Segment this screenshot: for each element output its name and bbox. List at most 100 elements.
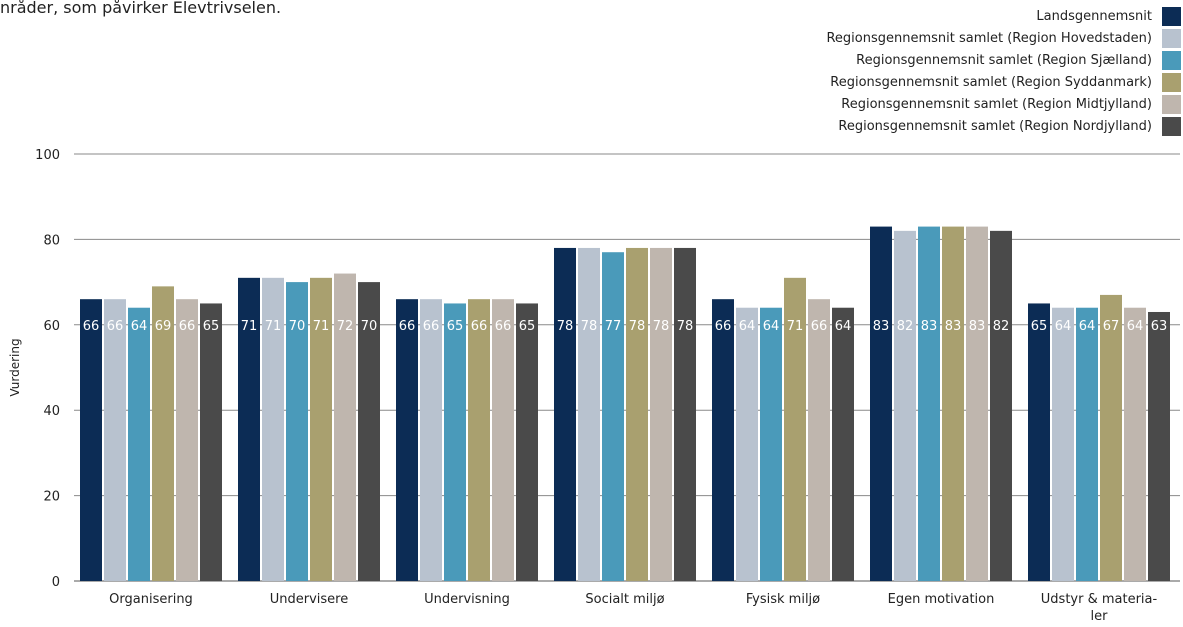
- bar-value-label: 64: [1127, 319, 1144, 334]
- intro-text: nråder, som påvirker Elevtrivselen.: [0, 0, 282, 17]
- bar: [808, 299, 830, 581]
- legend-swatch: [1162, 50, 1181, 70]
- bar-value-label: 78: [581, 319, 598, 334]
- y-tick-label: 80: [43, 233, 60, 248]
- bar-value-label: 64: [131, 319, 148, 334]
- x-category-label: Undervisere: [270, 592, 348, 607]
- bar-value-label: 65: [519, 319, 536, 334]
- legend-swatch: [1162, 116, 1181, 136]
- chart-legend: Landsgennemsnit Regionsgennemsnit samlet …: [826, 5, 1183, 137]
- bar: [358, 282, 380, 581]
- bar: [736, 307, 758, 581]
- bar: [396, 299, 418, 581]
- bar-value-label: 66: [179, 319, 196, 334]
- bar: [262, 277, 284, 581]
- bar-value-label: 72: [337, 319, 354, 334]
- bar-value-label: 67: [1103, 319, 1120, 334]
- bar: [832, 307, 854, 581]
- bar: [942, 226, 964, 581]
- legend-item: Regionsgennemsnit samlet (Region Sjællan…: [826, 49, 1183, 71]
- bar: [760, 307, 782, 581]
- bar-value-label: 83: [945, 319, 962, 334]
- bar: [286, 282, 308, 581]
- bar-value-label: 66: [423, 319, 440, 334]
- legend-swatch: [1162, 72, 1181, 92]
- bar: [870, 226, 892, 581]
- bar: [626, 247, 648, 581]
- legend-label: Landsgennemsnit: [1036, 8, 1152, 24]
- legend-label: Regionsgennemsnit samlet (Region Hovedst…: [826, 30, 1152, 46]
- legend-swatch: [1162, 28, 1181, 48]
- bar: [128, 307, 150, 581]
- legend-item: Regionsgennemsnit samlet (Region Midtjyl…: [826, 93, 1183, 115]
- bar: [516, 303, 538, 581]
- bar: [554, 247, 576, 581]
- bar-value-label: 71: [787, 319, 804, 334]
- bar-value-label: 83: [873, 319, 890, 334]
- bar: [468, 299, 490, 581]
- bar-value-label: 71: [313, 319, 330, 334]
- bar: [492, 299, 514, 581]
- x-category-label: Egen motivation: [888, 592, 995, 607]
- bar-value-label: 66: [495, 319, 512, 334]
- bar-value-label: 82: [897, 319, 914, 334]
- y-tick-label: 0: [52, 575, 60, 590]
- legend-label: Regionsgennemsnit samlet (Region Syddanm…: [830, 74, 1152, 90]
- bar-value-label: 70: [289, 319, 306, 334]
- bar: [1076, 307, 1098, 581]
- bar: [650, 247, 672, 581]
- bar-value-label: 64: [739, 319, 756, 334]
- bar: [80, 299, 102, 581]
- bar: [784, 277, 806, 581]
- bar: [894, 230, 916, 582]
- x-category-label: ler: [1091, 609, 1109, 624]
- bar-value-label: 65: [1031, 319, 1048, 334]
- bar-value-label: 78: [629, 319, 646, 334]
- bar-value-label: 63: [1151, 319, 1168, 334]
- y-tick-label: 20: [43, 490, 60, 505]
- bar: [1100, 294, 1122, 581]
- bar: [966, 226, 988, 581]
- y-tick-label: 60: [43, 319, 60, 334]
- bar: [674, 247, 696, 581]
- bar-value-label: 66: [471, 319, 488, 334]
- bar: [200, 303, 222, 581]
- bar-value-label: 78: [557, 319, 574, 334]
- x-category-label: Socialt miljø: [585, 592, 664, 607]
- bar-value-label: 78: [677, 319, 694, 334]
- bar: [1148, 311, 1170, 581]
- bar: [712, 299, 734, 581]
- legend-item: Landsgennemsnit: [826, 5, 1183, 27]
- bar-value-label: 70: [361, 319, 378, 334]
- bar-value-label: 78: [653, 319, 670, 334]
- bar-value-label: 65: [447, 319, 464, 334]
- bar-value-label: 64: [835, 319, 852, 334]
- bar-value-label: 77: [605, 319, 622, 334]
- bar-value-label: 71: [265, 319, 282, 334]
- bar-value-label: 71: [241, 319, 258, 334]
- x-category-label: Fysisk miljø: [746, 592, 820, 607]
- bar: [152, 286, 174, 581]
- bar: [176, 299, 198, 581]
- bar-value-label: 69: [155, 319, 172, 334]
- legend-item: Regionsgennemsnit samlet (Region Nordjyl…: [826, 115, 1183, 137]
- bar-value-label: 64: [763, 319, 780, 334]
- bar-value-label: 65: [203, 319, 220, 334]
- legend-swatch: [1162, 94, 1181, 114]
- y-axis-title: Vurdering: [8, 338, 22, 396]
- bar: [990, 230, 1012, 582]
- bar-value-label: 66: [107, 319, 124, 334]
- bar: [1028, 303, 1050, 581]
- legend-label: Regionsgennemsnit samlet (Region Sjællan…: [856, 52, 1152, 68]
- bar-value-label: 66: [83, 319, 100, 334]
- bar: [1124, 307, 1146, 581]
- bar: [578, 247, 600, 581]
- legend-label: Regionsgennemsnit samlet (Region Nordjyl…: [838, 118, 1152, 134]
- bar: [444, 303, 466, 581]
- bar: [238, 277, 260, 581]
- bar-value-label: 64: [1079, 319, 1096, 334]
- bar-value-label: 66: [399, 319, 416, 334]
- x-category-label: Undervisning: [424, 592, 510, 607]
- x-category-label: Organisering: [109, 592, 193, 607]
